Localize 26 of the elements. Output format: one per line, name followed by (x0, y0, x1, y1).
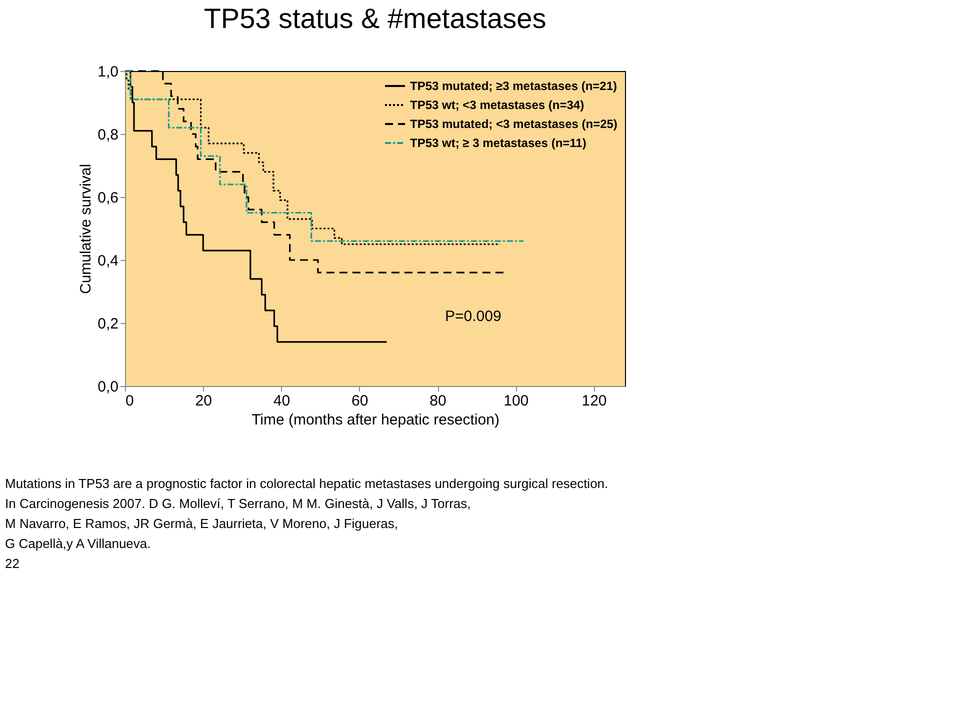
y-tick-label: 0,2 (98, 316, 118, 332)
y-tick-label: 0,6 (98, 190, 118, 206)
y-tick-label: 0,4 (98, 252, 118, 270)
x-tick-label: 120 (582, 392, 607, 410)
legend-label: TP53 wt; ≥ 3 metastases (n=11) (410, 136, 586, 150)
legend-label: TP53 mutated; ≥3 metastases (n=21) (410, 79, 618, 93)
annotation: P=0.009 (445, 308, 502, 325)
y-tick-label: 0,8 (98, 126, 118, 144)
x-tick-label: 20 (195, 392, 212, 410)
x-tick-label: 0 (126, 392, 134, 410)
legend-label: TP53 wt; <3 metastases (n=34) (410, 98, 584, 112)
text: G Capellà,y A Villanueva. (5, 536, 151, 551)
legend-label: TP53 mutated; <3 metastases (n=25) (410, 117, 618, 131)
y-tick-label: 1,0 (98, 64, 118, 80)
x-tick-label: 80 (430, 392, 446, 410)
text: In Carcinogenesis 2007. D G. Molleví, T Serrano, M M. Ginestà, J Valls, J Torras, (5, 496, 471, 511)
chart-title: TP53 status & #metastases (204, 3, 546, 34)
x-tick-label: 60 (352, 392, 368, 410)
x-tick-label: 40 (273, 392, 290, 410)
x-axis-title: Time (months after hepatic resection) (252, 412, 500, 428)
y-tick-label: 0,0 (98, 378, 118, 396)
text: 22 (5, 556, 20, 571)
text: Mutations in TP53 are a prognostic factor in colorectal hepatic metastases undergoing surgical resection. (5, 476, 608, 491)
x-tick-label: 100 (504, 392, 529, 410)
text: M Navarro, E Ramos, JR Germà, E Jaurrieta, V Moreno, J Figueras, (5, 516, 398, 531)
y-axis-title: Cumulative survival (78, 164, 95, 294)
